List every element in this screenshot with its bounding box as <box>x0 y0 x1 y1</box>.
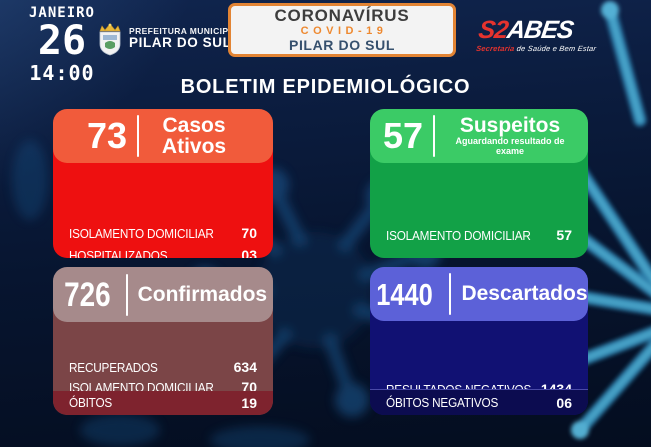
stat-label: ÓBITOS <box>69 396 113 410</box>
stat-value: 70 <box>241 225 257 241</box>
covid-banner-subtitle: COVID-19 <box>300 24 388 37</box>
page-title: BOLETIM EPIDEMIOLÓGICO <box>180 76 471 98</box>
stat-row: ISOLAMENTO DOMICILIAR 70 <box>69 225 257 241</box>
sabes-logo-white: ABES <box>505 16 575 44</box>
card-suspeitos-header: 57 Suspeitos Aguardando resultado de exa… <box>370 109 588 163</box>
covid-banner: CORONAVÍRUS COVID-19 PILAR DO SUL <box>228 3 456 57</box>
stat-label: HOSPITALIZADOS <box>69 249 168 258</box>
stat-value: 03 <box>241 247 257 258</box>
card-casos-ativos-header: 73 Casos Ativos <box>53 109 273 163</box>
sabes-logo: S2ABES <box>476 16 631 44</box>
stat-value: 19 <box>241 395 257 411</box>
sabes-logo-block: S2ABES Secretaria de Saúde e Bem Estar <box>475 16 631 53</box>
header-divider <box>449 273 452 315</box>
stat-row: RECUPERADOS 634 <box>69 359 257 375</box>
stat-label: ISOLAMENTO DOMICILIAR <box>69 227 214 241</box>
card-confirmados-header: 726 Confirmados <box>53 267 273 322</box>
datetime-block: JANEIRO 26 14:00 <box>16 6 108 83</box>
date-time: 14:00 <box>29 61 95 85</box>
stat-label: ÓBITOS NEGATIVOS <box>386 395 499 410</box>
card-number: 57 <box>382 115 424 156</box>
stat-label: RECUPERADOS <box>69 361 158 375</box>
prefeitura-line1: PREFEITURA MUNICIPAL <box>129 25 240 36</box>
stat-row: ISOLAMENTO DOMICILIAR 57 <box>386 227 572 243</box>
prefeitura-line2: PILAR DO SUL <box>129 35 232 51</box>
card-descartados-footer: ÓBITOS NEGATIVOS 06 <box>370 389 588 415</box>
card-number: 73 <box>86 115 128 156</box>
stat-value: 634 <box>233 359 257 375</box>
city-crest-icon <box>99 23 121 56</box>
stat-value: 57 <box>556 227 572 243</box>
date-month: JANEIRO <box>28 5 95 21</box>
card-number: 1440 <box>376 276 434 312</box>
card-suspeitos: ISOLAMENTO DOMICILIAR 57 57 Suspeitos Ag… <box>370 109 588 258</box>
header-divider <box>125 273 128 316</box>
header-divider <box>137 115 140 157</box>
prefeitura-logo-block: PREFEITURA MUNICIPAL PILAR DO SUL <box>97 22 240 56</box>
card-number: 726 <box>63 275 111 314</box>
card-casos-ativos: ISOLAMENTO DOMICILIAR 70 HOSPITALIZADOS … <box>53 109 273 258</box>
card-title: Confirmados <box>137 282 268 306</box>
card-subtitle: Aguardando resultado de exame <box>455 136 565 157</box>
sabes-logo-red: S2 <box>476 16 510 44</box>
covid-banner-title: CORONAVÍRUS <box>274 5 410 25</box>
stat-value: 06 <box>556 394 572 411</box>
card-descartados-header: 1440 Descartados <box>370 267 588 321</box>
card-title: Descartados <box>461 282 588 306</box>
stat-row: HOSPITALIZADOS 03 <box>69 247 257 258</box>
card-descartados: RESULTADOS NEGATIVOS 1434 ÓBITOS NEGATIV… <box>370 267 588 415</box>
date-day: 26 <box>37 18 87 64</box>
card-confirmados: RECUPERADOS 634 ISOLAMENTO DOMICILIAR 70… <box>53 267 273 415</box>
sabes-tagline: Secretaria de Saúde e Bem Estar <box>475 44 597 53</box>
card-title: Suspeitos <box>459 113 561 137</box>
stat-label: ISOLAMENTO DOMICILIAR <box>386 229 531 243</box>
card-confirmados-footer: ÓBITOS 19 <box>53 391 273 415</box>
card-title: Casos Ativos <box>161 113 227 158</box>
covid-banner-city: PILAR DO SUL <box>289 37 395 54</box>
header-divider <box>433 115 436 157</box>
